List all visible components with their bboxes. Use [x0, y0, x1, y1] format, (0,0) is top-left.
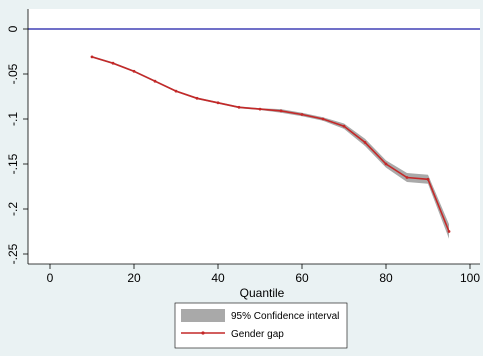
- gender-gap-point: [300, 113, 304, 116]
- legend-ci-label: 95% Confidence interval: [231, 311, 339, 322]
- gender-gap-point: [216, 101, 220, 105]
- axes-layer: 0 20 40 60 80 100 0 -.05 -.1 -.15 -.2 -.25: [6, 9, 480, 285]
- x-axis-title: Quantile: [240, 286, 285, 300]
- gender-gap-point: [174, 89, 178, 93]
- x-tick-label: 20: [127, 271, 141, 285]
- gender-gap-point: [405, 176, 409, 179]
- y-tick-label: -.05: [6, 63, 20, 84]
- legend-line-marker: [201, 331, 205, 335]
- x-tick-label: 60: [295, 271, 309, 285]
- gender-gap-point: [279, 109, 283, 113]
- y-tick-label: -.25: [6, 243, 20, 264]
- y-tick-label: -.1: [6, 112, 20, 126]
- y-tick-label: -.15: [6, 153, 20, 174]
- gender-gap-point: [321, 117, 325, 121]
- series-line-layer: [90, 55, 451, 233]
- gender-gap-point: [384, 162, 388, 166]
- gender-gap-point: [447, 230, 451, 233]
- x-tick-label: 80: [379, 271, 393, 285]
- gender-gap-point: [258, 107, 262, 111]
- gender-gap-point: [426, 177, 430, 181]
- x-tick-label: 100: [460, 271, 480, 285]
- gender-gap-point: [195, 96, 199, 100]
- y-tick-label: -.2: [6, 202, 20, 216]
- gender-gap-point: [342, 124, 346, 128]
- gender-gap-point: [153, 79, 157, 83]
- gender-gap-point: [132, 69, 136, 73]
- legend-ci-swatch: [181, 309, 225, 322]
- legend-series-label: Gender gap: [231, 329, 284, 340]
- gender-gap-point: [90, 55, 94, 59]
- x-tick-label: 0: [47, 271, 54, 285]
- y-tick-label: 0: [6, 25, 20, 32]
- x-tick-label: 40: [211, 271, 225, 285]
- gender-gap-line: [91, 56, 450, 232]
- gender-gap-point: [237, 105, 241, 109]
- gender-gap-point: [363, 141, 367, 144]
- plot-area: [28, 9, 480, 264]
- legend: 95% Confidence interval Gender gap: [174, 302, 348, 349]
- gender-gap-point: [111, 61, 115, 65]
